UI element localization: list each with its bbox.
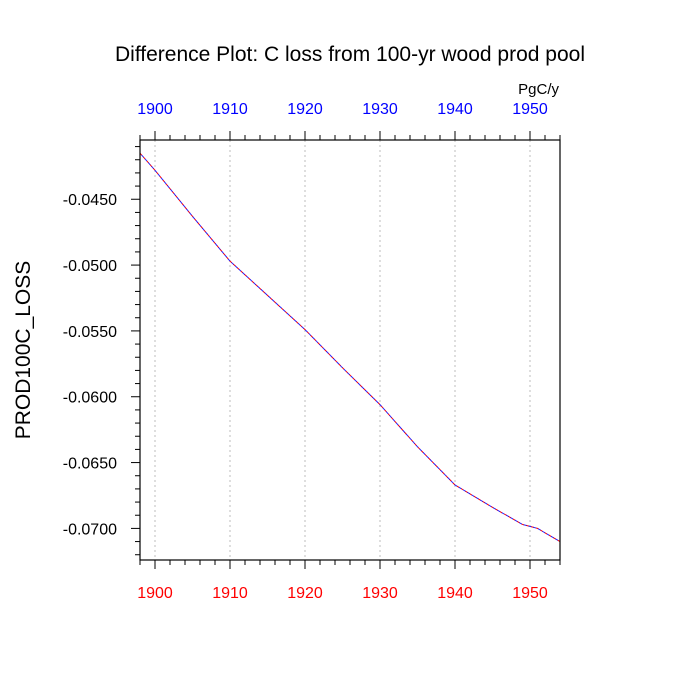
tick-marks	[131, 131, 561, 569]
y-tick-label: -0.0500	[63, 258, 117, 275]
x-tick-label-bottom: 1940	[437, 585, 473, 602]
x-tick-label-top: 1930	[362, 101, 398, 118]
y-tick-label: -0.0600	[63, 390, 117, 407]
y-tick-label: -0.0700	[63, 521, 117, 538]
x-tick-label-top: 1940	[437, 101, 473, 118]
y-tick-label: -0.0550	[63, 324, 117, 341]
units-label: PgC/y	[518, 81, 559, 98]
x-tick-label-bottom: 1950	[512, 585, 548, 602]
x-tick-label-top: 1900	[137, 101, 173, 118]
chart-title: Difference Plot: C loss from 100-yr wood…	[115, 43, 585, 66]
x-tick-label-bottom: 1930	[362, 585, 398, 602]
tick-labels: 1900 1900 1910 1910 1920 1920 1930 1930 1940 1940…	[63, 101, 548, 602]
series-group	[139, 152, 561, 543]
grid-lines	[154, 140, 531, 560]
y-axis-label: PROD100C_LOSS	[12, 261, 35, 440]
x-tick-label-bottom: 1900	[137, 585, 173, 602]
x-tick-label-top: 1950	[512, 101, 548, 118]
y-tick-label: -0.0450	[63, 192, 117, 209]
x-tick-label-bottom: 1920	[287, 585, 323, 602]
series-line-red	[139, 152, 561, 543]
plot-frame	[139, 139, 561, 561]
x-tick-label-bottom: 1910	[212, 585, 248, 602]
x-tick-label-top: 1910	[212, 101, 248, 118]
series-line-blue	[139, 152, 561, 543]
y-tick-label: -0.0650	[63, 456, 117, 473]
x-tick-label-top: 1920	[287, 101, 323, 118]
